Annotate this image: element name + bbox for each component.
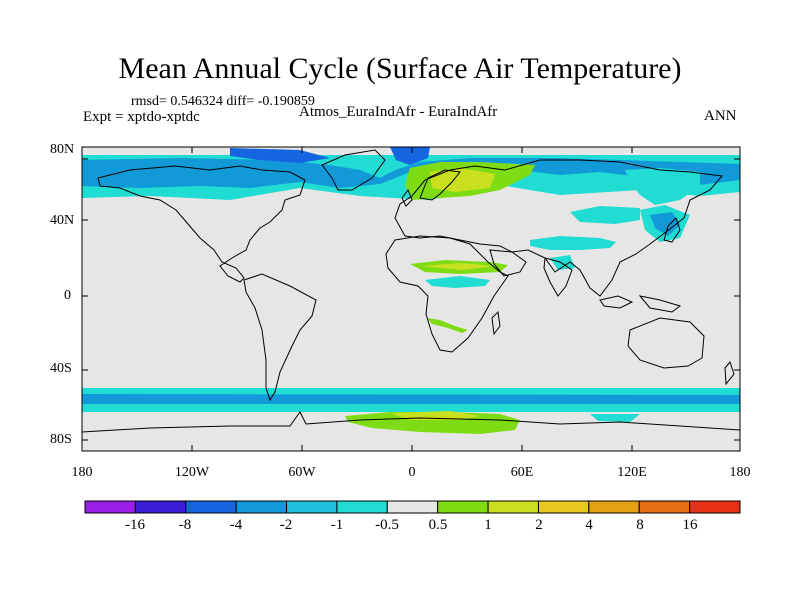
- africa-cyan-band: [425, 276, 490, 288]
- lat-label-80s: 80S: [50, 432, 72, 447]
- lat-label-40n: 40N: [50, 213, 75, 228]
- map-frame: [81, 146, 741, 452]
- lon-label-60w: 60W: [288, 465, 316, 480]
- lat-label-80n: 80N: [50, 142, 75, 157]
- asia-band-cyan-2: [570, 206, 640, 224]
- africa-positive-band-2: [422, 263, 495, 270]
- colorbar: [84, 500, 741, 514]
- colorbar-label: 0.5: [428, 517, 448, 533]
- southern-ocean-mid: [82, 394, 740, 404]
- colorbar-box: [185, 500, 237, 514]
- lat-label-0: 0: [64, 288, 71, 303]
- colorbar-label: 1: [484, 517, 492, 533]
- colorbar-label: -1: [330, 517, 344, 533]
- plot-title: Mean Annual Cycle (Surface Air Temperatu…: [118, 52, 682, 85]
- colorbar-label: -8: [178, 517, 192, 533]
- arctic-band-dark-2: [230, 148, 330, 163]
- colorbar-box: [487, 500, 539, 514]
- lon-label-0: 0: [408, 465, 416, 480]
- lon-label-60e: 60E: [510, 465, 534, 480]
- southern-ocean-cyan-spot: [590, 414, 640, 422]
- coastlines: [81, 149, 741, 433]
- colorbar-label: -2: [279, 517, 293, 533]
- colorbar-box: [437, 500, 489, 514]
- colorbar-label: -4: [229, 517, 243, 533]
- colorbar-label: -16: [125, 517, 145, 533]
- colorbar-label: -0.5: [375, 517, 399, 533]
- colorbar-label: 16: [682, 517, 698, 533]
- lon-label-180e: 180: [729, 465, 751, 480]
- antarctic-anomaly: [345, 412, 520, 434]
- arctic-band-mid: [82, 158, 740, 188]
- colorbar-box: [84, 500, 136, 514]
- arctic-band-dark: [390, 147, 430, 165]
- season-label: ANN: [704, 108, 737, 124]
- colorbar-box: [336, 500, 388, 514]
- lon-label-120w: 120W: [174, 465, 210, 480]
- africa-south-anomaly: [427, 318, 468, 333]
- asia-band-cyan: [530, 236, 616, 250]
- colorbar-box: [588, 500, 640, 514]
- colorbar-box: [638, 500, 691, 514]
- lat-label-40s: 40S: [50, 361, 72, 376]
- stats-subtitle: rmsd= 0.546324 diff= -0.190859: [131, 94, 315, 109]
- region-label: Atmos_EuraIndAfr - EuraIndAfr: [299, 104, 498, 120]
- colorbar-box: [386, 500, 439, 514]
- colorbar-label: 2: [535, 517, 543, 533]
- asia-band-cyan-3: [625, 168, 700, 205]
- lon-label-180w: 180: [71, 465, 93, 480]
- lon-label-120e: 120E: [617, 465, 647, 480]
- asia-band-small: [550, 255, 575, 270]
- colorbar-box: [134, 500, 187, 514]
- colorbar-label: 8: [636, 517, 644, 533]
- eurasia-anomaly-2: [430, 168, 495, 192]
- axis-ticks: [81, 147, 741, 451]
- asia-band-mid: [650, 212, 680, 236]
- experiment-label: Expt = xptdo-xptdc: [83, 109, 200, 125]
- colorbar-box: [689, 500, 741, 514]
- colorbar-label: 4: [585, 517, 593, 533]
- colorbar-box: [235, 500, 288, 514]
- colorbar-box: [286, 500, 338, 514]
- colorbar-box: [537, 500, 590, 514]
